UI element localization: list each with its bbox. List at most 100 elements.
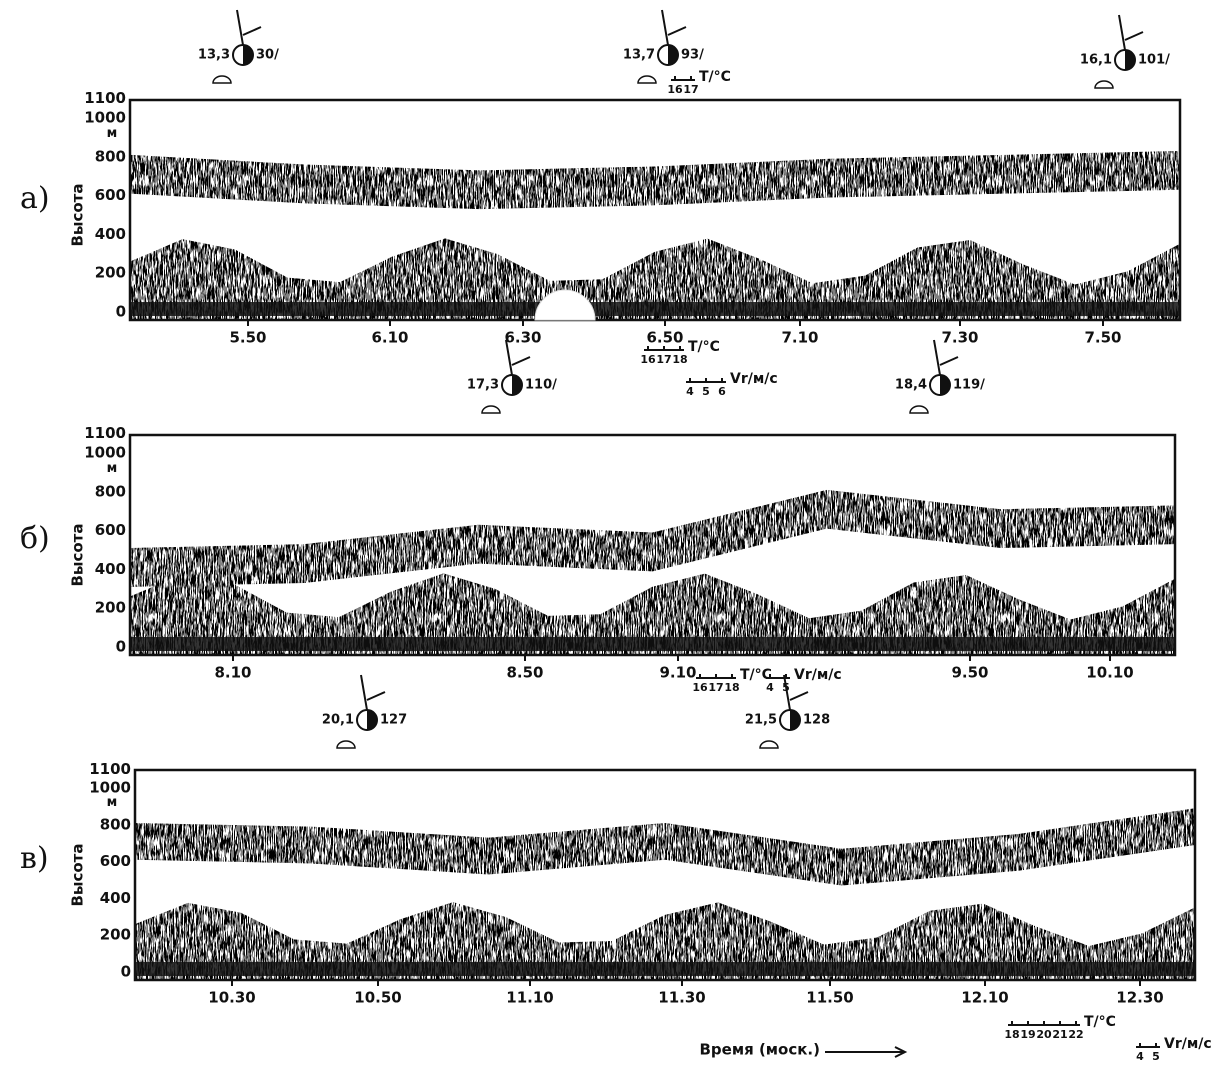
x-tick-label: 11.50	[806, 989, 853, 1007]
x-tick-label: 7.50	[1084, 329, 1121, 347]
arrow	[825, 1047, 905, 1057]
y-tick-label: 200	[100, 926, 131, 944]
scale-unit: T/°C	[699, 69, 731, 85]
y-tick-label: 0	[121, 963, 131, 981]
wind-barb	[1119, 15, 1143, 50]
y-tick-label: 0	[116, 638, 126, 656]
station-temp: 18,4	[895, 378, 927, 393]
y-tick-label: 400	[95, 560, 126, 578]
x-tick-label: 7.30	[941, 329, 978, 347]
station-temp: 21,5	[745, 713, 777, 728]
y-axis-label: Высота	[69, 843, 87, 906]
panel-label: б)	[20, 521, 50, 556]
scale-tick-label: 5	[702, 385, 710, 398]
station-value: 30/	[256, 48, 279, 63]
scale-unit: Vr/м/с	[1164, 1036, 1212, 1052]
station-fill	[790, 710, 800, 730]
scale-tick-label: 4	[686, 385, 694, 398]
y-tick-label: 400	[95, 225, 126, 243]
scale-tick-label: 18	[672, 353, 687, 366]
y-tick-label: 800	[95, 482, 126, 500]
y-tick-label: 400	[100, 889, 131, 907]
station-value: 101/	[1138, 53, 1170, 68]
scale-tick-label: 6	[718, 385, 726, 398]
scale-tick-label: 20	[1036, 1028, 1052, 1041]
y-tick-label: 600	[100, 852, 131, 870]
x-tick-label: 7.10	[781, 329, 818, 347]
y-tick-label: 1100	[84, 89, 126, 107]
scale-tick-label: 17	[656, 353, 671, 366]
x-tick-label: 6.50	[646, 329, 683, 347]
x-tick-label: 10.50	[354, 989, 401, 1007]
cloud-mark	[910, 406, 928, 413]
station-fill	[940, 375, 950, 395]
station-value: 128	[803, 713, 830, 728]
wind-barb	[237, 10, 261, 45]
station-temp: 20,1	[322, 713, 354, 728]
y-tick-label: 600	[95, 186, 126, 204]
y-tick-label: 800	[100, 815, 131, 833]
x-tick-label: 10.10	[1086, 664, 1133, 682]
y-tick-label: 1000	[84, 444, 126, 462]
y-unit: м	[107, 126, 118, 141]
ground-echo	[130, 637, 1175, 651]
station-temp: 13,7	[623, 48, 655, 63]
scale-tick-label: 16	[692, 681, 708, 694]
x-tick-label: 12.30	[1116, 989, 1163, 1007]
station-temp: 17,3	[467, 378, 499, 393]
wind-barb	[662, 10, 686, 45]
station-fill	[512, 375, 522, 395]
station-fill	[1125, 50, 1135, 70]
station-temp: 13,3	[198, 48, 230, 63]
scale-tick-label: 22	[1068, 1028, 1083, 1041]
x-tick-label: 5.50	[229, 329, 266, 347]
x-tick-label: 6.30	[504, 329, 541, 347]
cloud-mark	[638, 76, 656, 83]
cloud-mark	[1095, 81, 1113, 88]
scale-unit: T/°C	[1084, 1014, 1116, 1030]
cloud-mark	[760, 741, 778, 748]
scale-tick-label: 5	[1152, 1050, 1160, 1063]
scale-tick-label: 16	[640, 353, 656, 366]
scale-tick-label: 4	[1136, 1050, 1144, 1063]
figure: Время (моск.) а)Высотам02004006008001000…	[0, 0, 1215, 1075]
x-tick-label: 9.50	[951, 664, 988, 682]
y-tick-label: 200	[95, 599, 126, 617]
scale-tick-label: 19	[1020, 1028, 1035, 1041]
x-tick-label: 6.10	[371, 329, 408, 347]
y-tick-label: 0	[116, 303, 126, 321]
x-tick-label: 11.30	[658, 989, 705, 1007]
echo-texture	[130, 100, 1180, 320]
scale-tick-label: 17	[708, 681, 723, 694]
x-axis-label: Время (моск.)	[699, 1041, 820, 1059]
panel-label: а)	[20, 181, 50, 216]
x-tick-label: 9.10	[659, 664, 696, 682]
station-fill	[243, 45, 253, 65]
station-fill	[668, 45, 678, 65]
scale-tick-label: 16	[667, 83, 683, 96]
echo-texture	[130, 435, 1175, 655]
station-value: 119/	[953, 378, 985, 393]
x-tick-label: 11.10	[506, 989, 553, 1007]
y-axis-label: Высота	[69, 523, 87, 586]
wind-barb	[361, 675, 385, 710]
station-value: 93/	[681, 48, 704, 63]
scale-unit: Vr/м/с	[730, 371, 778, 387]
y-tick-label: 600	[95, 521, 126, 539]
ground-echo	[135, 962, 1195, 976]
x-tick-label: 8.10	[214, 664, 251, 682]
y-tick-label: 1100	[89, 760, 131, 778]
scale-tick-label: 18	[724, 681, 739, 694]
scale-unit: T/°C	[688, 339, 720, 355]
echo-texture	[135, 770, 1195, 980]
scale-tick-label: 4	[766, 681, 774, 694]
station-temp: 16,1	[1080, 53, 1112, 68]
y-axis-label: Высота	[69, 183, 87, 246]
y-tick-label: 1100	[84, 424, 126, 442]
scale-tick-label: 18	[1004, 1028, 1019, 1041]
panel-label: в)	[20, 841, 49, 876]
ground-echo	[130, 302, 1180, 316]
cloud-mark	[213, 76, 231, 83]
y-unit: м	[107, 795, 118, 810]
scale-unit: Vr/м/с	[794, 667, 842, 683]
